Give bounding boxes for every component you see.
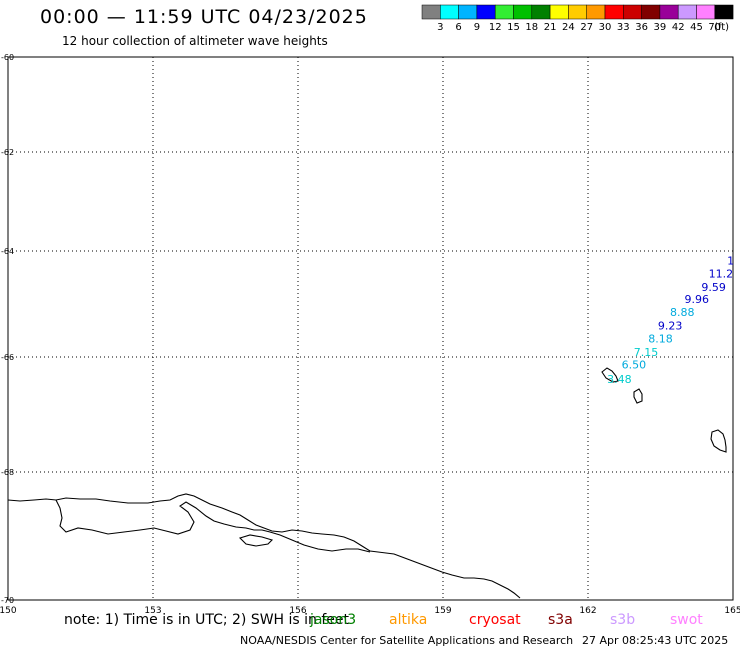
colorbar-label: 15 — [507, 22, 520, 33]
map-frame — [7, 56, 734, 601]
colorbar-swatch — [531, 4, 551, 20]
page-title: 00:00 — 11:59 UTC 04/23/2025 — [40, 6, 368, 28]
satellite-altika: altika — [389, 612, 428, 628]
wave-height-label: 8.88 — [670, 306, 695, 319]
wave-height-label: 9.59 — [701, 281, 726, 294]
generated-timestamp: 27 Apr 08:25:43 UTC 2025 — [582, 634, 729, 647]
wave-height-labels: 111.29.599.968.889.238.187.156.503.48 — [607, 254, 734, 386]
longitude-tick-label: 165 — [724, 606, 740, 616]
colorbar-label: 21 — [544, 22, 557, 33]
coastline — [7, 367, 727, 599]
latitude-axis: -60 -62 -64 -66 -68 -70 — [1, 53, 14, 605]
colorbar-swatch — [623, 4, 642, 20]
longitude-tick-label: 150 — [0, 606, 17, 616]
antarctic-coastline — [7, 493, 521, 599]
wave-height-label: 7.15 — [634, 346, 659, 359]
colorbar-label: 6 — [455, 22, 461, 33]
colorbar-swatch — [513, 4, 533, 20]
colorbar-label: 45 — [690, 22, 703, 33]
latitude-tick-label: -62 — [1, 148, 14, 157]
wave-height-label: 6.50 — [622, 359, 647, 372]
inlet-outline — [238, 534, 274, 547]
colorbar-swatch — [641, 4, 661, 20]
colorbar-swatch — [421, 4, 441, 20]
ice-shelf-outline — [55, 499, 371, 553]
colorbar-label: 70 — [708, 22, 721, 33]
wave-height-label: 11.2 — [709, 268, 734, 281]
colorbar-label: 3 — [437, 22, 443, 33]
colorbar-label: 30 — [599, 22, 612, 33]
longitude-tick-label: 156 — [289, 606, 306, 616]
colorbar-label: 33 — [617, 22, 630, 33]
colorbar-swatch — [458, 4, 478, 20]
small-island-1 — [601, 367, 619, 383]
balleny-island — [710, 429, 727, 453]
latitude-tick-label: -60 — [1, 53, 14, 62]
wave-height-label: 9.23 — [658, 319, 683, 332]
colorbar-swatch — [696, 4, 716, 20]
satellite-cryosat: cryosat — [469, 612, 521, 628]
longitude-tick-label: 159 — [434, 606, 451, 616]
longitude-axis: 150 153 156 159 162 165 — [0, 606, 740, 616]
colorbar-unit: (ft) — [714, 22, 729, 33]
wave-height-label: 9.96 — [685, 293, 710, 306]
colorbar-swatch — [494, 4, 514, 20]
colorbar-swatch — [549, 4, 569, 20]
colorbar-label: 18 — [525, 22, 538, 33]
wave-height-label: 1 — [727, 254, 734, 267]
latitude-tick-label: -70 — [1, 596, 14, 605]
colorbar-swatch — [476, 4, 496, 20]
colorbar-label: 24 — [562, 22, 575, 33]
map-gridlines — [8, 57, 733, 600]
satellite-swot: swot — [670, 612, 703, 628]
satellite-s3a: s3a — [548, 612, 573, 628]
colorbar-swatch — [677, 4, 697, 20]
colorbar-swatch — [714, 4, 734, 20]
colorbar-label: 42 — [672, 22, 685, 33]
colorbar-label: 27 — [580, 22, 593, 33]
latitude-tick-label: -68 — [1, 468, 14, 477]
colorbar-label: 12 — [489, 22, 502, 33]
longitude-tick-label: 153 — [144, 606, 161, 616]
colorbar-label: 9 — [474, 22, 480, 33]
satellite-s3b: s3b — [610, 612, 636, 628]
page-subtitle: 12 hour collection of altimeter wave hei… — [62, 34, 328, 48]
longitude-tick-label: 162 — [579, 606, 596, 616]
footer-note: note: 1) Time is in UTC; 2) SWH is in fe… — [64, 612, 350, 628]
credit-line: NOAA/NESDIS Center for Satellite Applica… — [240, 634, 574, 647]
latitude-tick-label: -64 — [1, 247, 14, 256]
colorbar-swatch — [586, 4, 606, 20]
wave-height-label: 3.48 — [607, 373, 632, 386]
colorbar-swatch — [568, 4, 587, 20]
satellite-jason3: jason3 — [310, 612, 357, 628]
colorbar-swatch — [440, 4, 459, 20]
colorbar-swatch — [659, 4, 679, 20]
colorbar-legend: 3 6 9 12 15 18 21 24 27 30 33 36 39 42 45 70 — [421, 4, 734, 33]
small-island-2 — [633, 388, 643, 404]
latitude-tick-label: -66 — [1, 353, 14, 362]
wave-height-label: 8.18 — [648, 333, 673, 346]
colorbar-label: 39 — [654, 22, 667, 33]
colorbar-swatch — [604, 4, 624, 20]
colorbar-label: 36 — [635, 22, 648, 33]
